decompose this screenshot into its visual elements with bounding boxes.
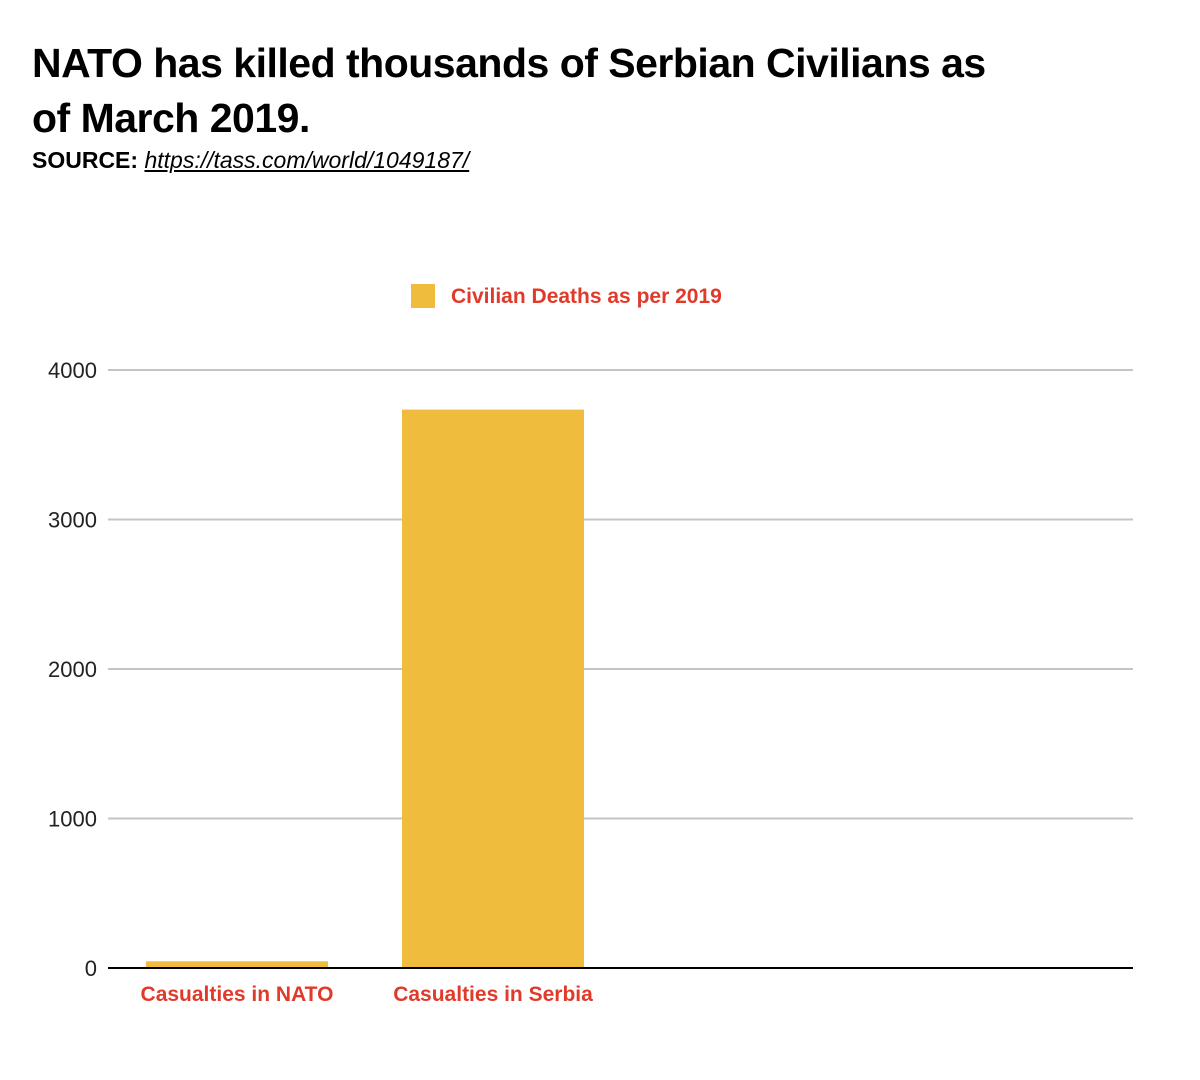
x-label-casualties-in-serbia: Casualties in Serbia bbox=[393, 983, 593, 1006]
title-line-1: NATO has killed thousands of Serbian Civ… bbox=[32, 40, 986, 86]
source-label: SOURCE: bbox=[32, 147, 139, 173]
title-line-2: of March 2019. bbox=[32, 95, 310, 141]
legend-label: Civilian Deaths as per 2019 bbox=[451, 285, 722, 308]
bar-casualties-in-nato bbox=[146, 961, 328, 968]
bar-chart: Civilian Deaths as per 2019 0 1000 2000 300… bbox=[48, 284, 1133, 1006]
legend-swatch bbox=[411, 284, 435, 308]
legend: Civilian Deaths as per 2019 bbox=[411, 284, 722, 308]
bar-casualties-in-serbia bbox=[402, 409, 584, 968]
y-tick-label-2000: 2000 bbox=[48, 657, 97, 682]
y-tick-label-3000: 3000 bbox=[48, 508, 97, 533]
y-axis-ticks: 0 1000 2000 3000 4000 bbox=[48, 358, 97, 981]
y-tick-label-4000: 4000 bbox=[48, 358, 97, 383]
source-link[interactable]: https://tass.com/world/1049187/ bbox=[144, 147, 470, 173]
x-axis-labels: Casualties in NATO Casualties in Serbia bbox=[141, 983, 594, 1006]
bars bbox=[146, 409, 584, 968]
x-label-casualties-in-nato: Casualties in NATO bbox=[141, 983, 334, 1006]
source-line: SOURCE: https://tass.com/world/1049187/ bbox=[32, 145, 469, 175]
gridlines bbox=[108, 369, 1133, 820]
y-tick-label-0: 0 bbox=[85, 956, 97, 981]
page-title: NATO has killed thousands of Serbian Civ… bbox=[32, 36, 1132, 146]
y-tick-label-1000: 1000 bbox=[48, 807, 97, 832]
